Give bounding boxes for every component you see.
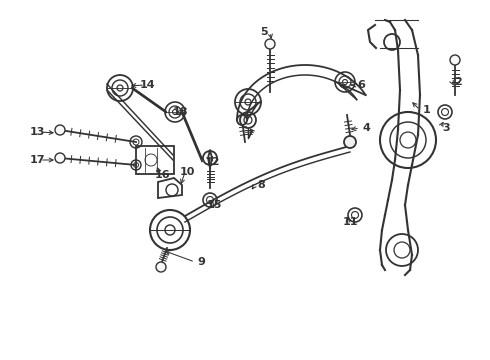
Text: 2: 2	[454, 77, 462, 87]
Circle shape	[55, 153, 65, 163]
Text: 7: 7	[245, 130, 253, 140]
Text: 13: 13	[30, 127, 46, 137]
Circle shape	[55, 125, 65, 135]
Text: 18: 18	[172, 107, 188, 117]
Text: 17: 17	[30, 155, 46, 165]
Text: 6: 6	[357, 80, 365, 90]
Text: 1: 1	[422, 105, 430, 115]
Circle shape	[450, 55, 460, 65]
Circle shape	[344, 136, 356, 148]
Text: 12: 12	[204, 157, 220, 167]
Text: 9: 9	[197, 257, 205, 267]
Circle shape	[265, 39, 275, 49]
Text: 10: 10	[180, 167, 195, 177]
Text: 3: 3	[442, 123, 450, 133]
Text: 15: 15	[207, 200, 222, 210]
Text: 5: 5	[260, 27, 268, 37]
Circle shape	[156, 262, 166, 272]
Text: 11: 11	[343, 217, 358, 227]
Text: 4: 4	[362, 123, 370, 133]
Text: 14: 14	[139, 80, 155, 90]
Text: 8: 8	[257, 180, 265, 190]
Circle shape	[237, 115, 247, 125]
Text: 16: 16	[154, 170, 170, 180]
